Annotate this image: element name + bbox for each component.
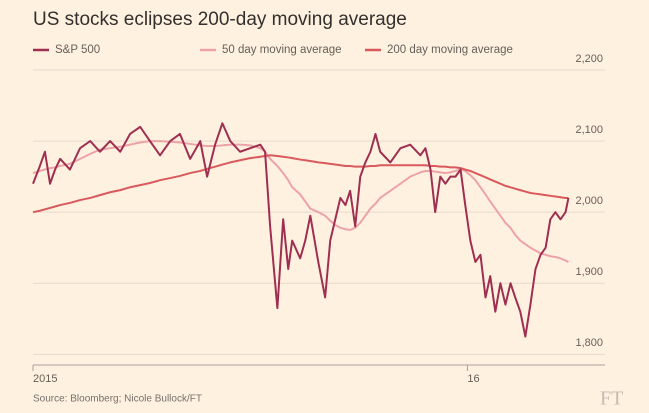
series-line: [32, 154, 569, 214]
y-tick-label: 1,800: [575, 337, 603, 349]
legend-label: S&P 500: [55, 44, 100, 56]
y-tick-label: 1,900: [575, 266, 603, 278]
series-line: [32, 140, 569, 263]
x-tick-label: 2015: [33, 373, 57, 385]
logo: FT: [600, 388, 623, 410]
y-tick-label: 2,100: [575, 124, 603, 136]
source: Source: Bloomberg; Nicole Bullock/FT: [33, 394, 202, 405]
chart-title: US stocks eclipses 200-day moving averag…: [33, 9, 407, 30]
x-tick-label: 16: [467, 373, 479, 385]
series-line: [32, 122, 570, 338]
legend-label: 200 day moving average: [387, 44, 513, 56]
y-tick-label: 2,200: [575, 53, 603, 65]
legend-label: 50 day moving average: [222, 44, 342, 56]
y-tick-label: 2,000: [575, 195, 603, 207]
